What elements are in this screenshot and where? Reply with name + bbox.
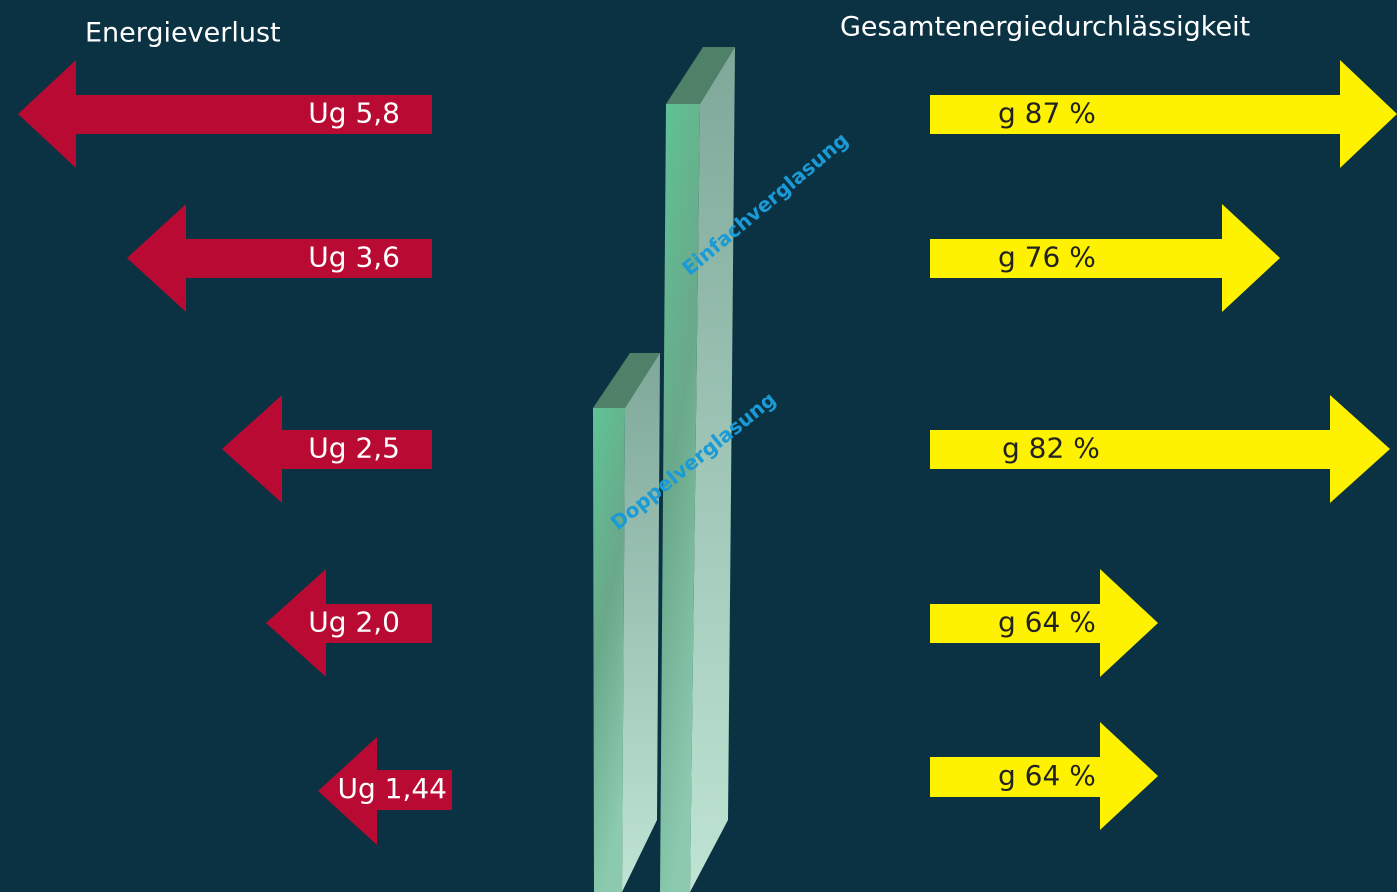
loss-label: Ug 3,6: [308, 241, 400, 274]
gain-label: g 64 %: [998, 759, 1096, 792]
gain-label: g 76 %: [998, 241, 1096, 274]
right-title: Gesamtenergiedurchlässigkeit: [840, 12, 1250, 43]
infographic: Energieverlust Gesamtenergiedurchlässigk…: [0, 0, 1397, 892]
loss-label: Ug 2,0: [308, 606, 400, 639]
gain-label: g 82 %: [1002, 432, 1100, 465]
left-title: Energieverlust: [85, 18, 281, 49]
gain-label: g 87 %: [998, 97, 1096, 130]
gain-label: g 64 %: [998, 606, 1096, 639]
loss-label: Ug 5,8: [308, 97, 400, 130]
loss-label: Ug 1,44: [337, 772, 447, 805]
pane-side: [622, 353, 660, 892]
loss-label: Ug 2,5: [308, 432, 400, 465]
pane-front: [593, 408, 625, 892]
